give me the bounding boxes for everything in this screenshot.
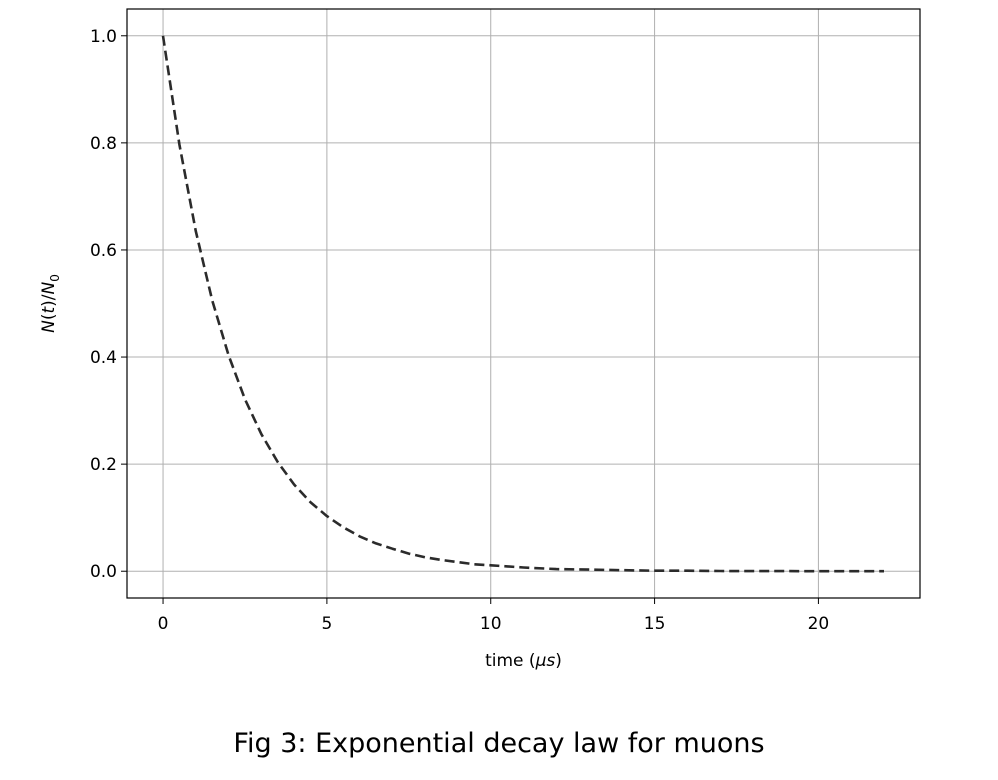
y-axis-label-t: t [39, 306, 59, 314]
y-gridlines [127, 35, 920, 572]
y-tick-label: 0.2 [90, 455, 117, 475]
y-axis-label-subscript: 0 [48, 274, 62, 282]
y-tick-label: 0.6 [90, 241, 117, 261]
chart-figure: 0 5 10 15 20 0.00.20.40.60.81.0 time (μs) N(… [39, 8, 921, 671]
plot-area-frame [126, 8, 921, 599]
y-axis-label-close: )/ [39, 294, 59, 307]
x-axis-label-suffix: ) [555, 651, 562, 671]
series-layer [161, 35, 884, 573]
x-axis-label-unit: μs [535, 651, 556, 671]
x-axis-label: time (μs) [485, 651, 562, 671]
x-axis-label-prefix: time ( [485, 651, 535, 671]
figure-caption: Fig 3: Exponential decay law for muons [233, 728, 765, 759]
x-tick-label: 0 [158, 614, 169, 634]
series-line [161, 35, 884, 573]
y-axis-label-open: ( [39, 314, 59, 321]
x-tick-label: 20 [808, 614, 830, 634]
x-tick-label: 10 [480, 614, 502, 634]
x-axis-ticks: 0 5 10 15 20 [158, 598, 830, 634]
x-tick-label: 5 [321, 614, 332, 634]
y-tick-label: 1.0 [90, 27, 117, 47]
x-gridlines [162, 9, 819, 598]
x-tick-label: 15 [644, 614, 666, 634]
y-axis-ticks: 0.0 0.2 0.4 0.6 0.8 1.0 [90, 27, 127, 582]
y-tick-label: 0.0 [90, 562, 117, 582]
y-axis-label-n: N [39, 320, 59, 333]
y-tick-label: 0.4 [90, 348, 117, 368]
y-axis-label-n0: N [39, 281, 59, 294]
y-tick-label: 0.8 [90, 134, 117, 154]
y-axis-label: N(t)/N0 [39, 274, 62, 333]
